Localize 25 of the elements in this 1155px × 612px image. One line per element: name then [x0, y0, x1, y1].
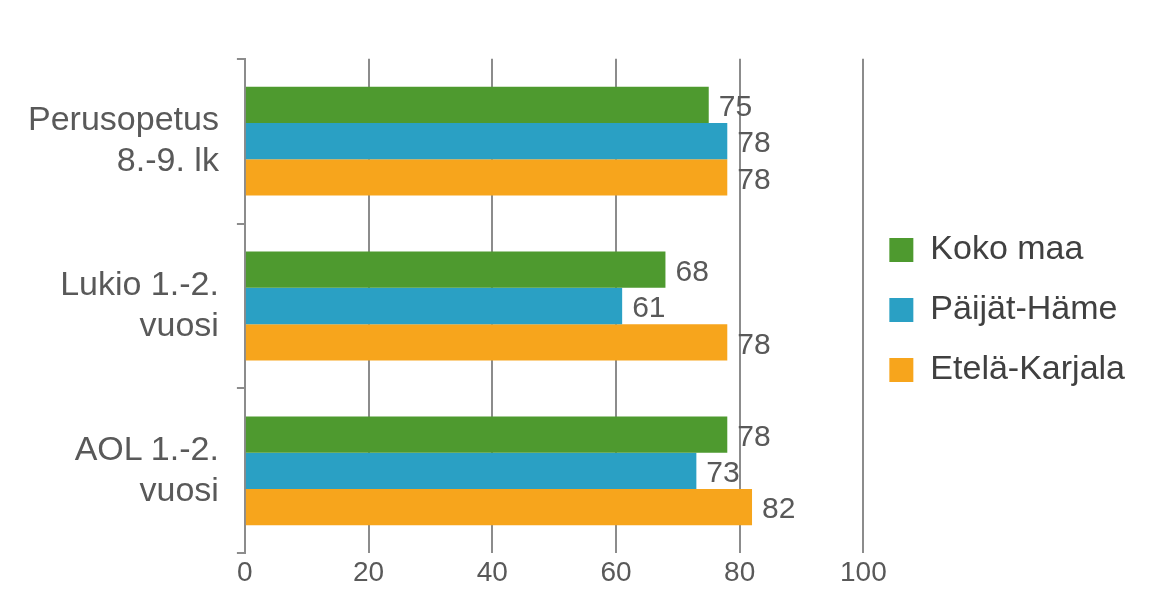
bar [245, 488, 753, 526]
bar [245, 86, 709, 124]
x-tick-label: 40 [476, 555, 508, 587]
x-tick-label: 80 [724, 555, 756, 587]
data-label: 73 [706, 455, 740, 489]
bar [245, 159, 728, 196]
x-tick-label: 0 [237, 555, 253, 587]
data-label: 82 [762, 491, 796, 525]
bar [245, 123, 728, 160]
data-label: 61 [632, 290, 666, 324]
data-label: 68 [675, 254, 709, 288]
bar [245, 416, 728, 453]
x-tick-label: 20 [353, 555, 385, 587]
bar [245, 251, 666, 288]
bar [245, 452, 697, 489]
y-tick-label: Lukio 1.-2. vuosi [60, 263, 219, 343]
x-tick-label: 60 [600, 555, 632, 587]
y-tick-label: AOL 1.-2. vuosi [74, 428, 219, 508]
x-tick-label: 100 [839, 555, 887, 587]
legend-label: Etelä-Karjala [930, 348, 1126, 387]
bar [245, 287, 623, 325]
legend-label: Päijät-Häme [930, 288, 1118, 327]
bar [245, 324, 728, 361]
legend-label: Koko maa [930, 228, 1084, 267]
y-tick-label: Perusopetus 8.-9. lk [28, 99, 220, 178]
